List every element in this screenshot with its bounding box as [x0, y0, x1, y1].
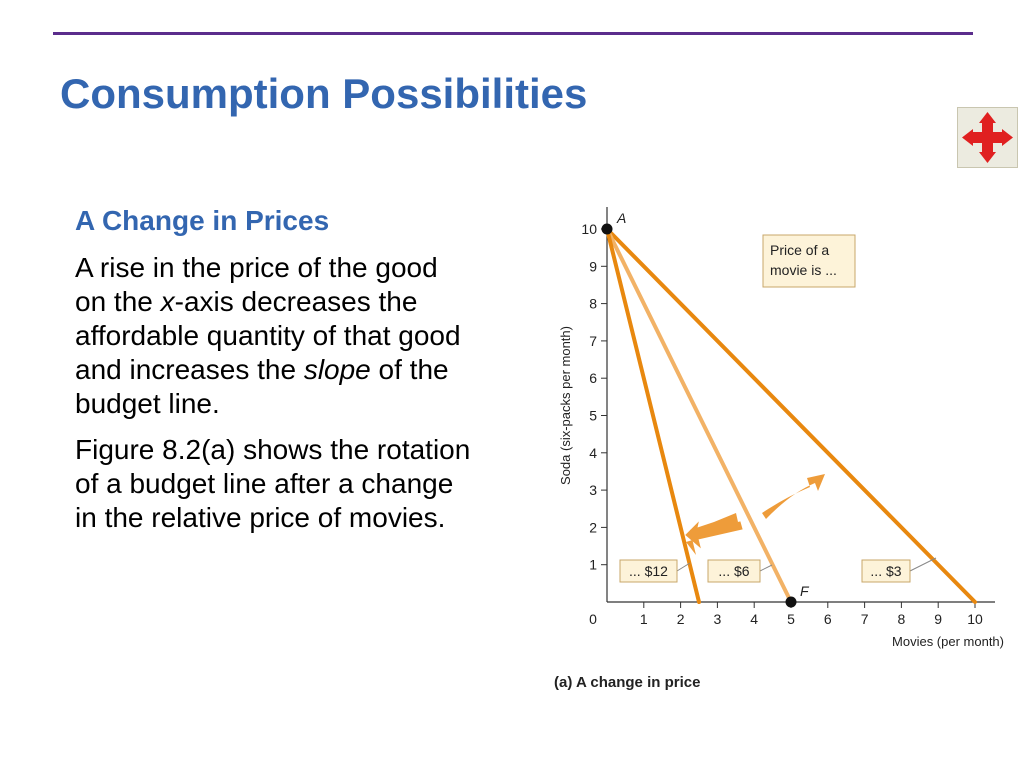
budget-line-chart: 1 2 3 4 5 6 7 8 9 10 1 2 3 4 5 6 7 8 9 10 0 Movies (per month… — [554, 207, 1004, 691]
y-tick-label: 4 — [589, 445, 597, 461]
text-column: A Change in Prices A rise in the price o… — [75, 205, 475, 547]
arrow-outward — [762, 474, 825, 519]
price-label-text: ... $12 — [629, 563, 668, 579]
price-label-leader — [676, 562, 691, 572]
four-way-arrows-icon — [962, 112, 1013, 163]
navigation-button[interactable] — [957, 107, 1018, 168]
point-a-marker — [601, 223, 613, 235]
x-tick-label: 8 — [898, 611, 906, 627]
x-tick-label: 10 — [967, 611, 983, 627]
legend-title-text: Price of a — [770, 242, 829, 258]
p1-text-c: -axis decreases the affordable quantity … — [75, 286, 461, 385]
p1-italic-x: x — [160, 286, 175, 317]
x-tick-label: 2 — [677, 611, 685, 627]
x-tick-label: 4 — [750, 611, 758, 627]
top-rule — [53, 32, 973, 35]
x-tick-label: 6 — [824, 611, 832, 627]
slide-title: Consumption Possibilities — [60, 70, 588, 117]
price-label-leader — [909, 557, 937, 572]
x-tick-label: 9 — [934, 611, 942, 627]
x-tick-label: 1 — [640, 611, 648, 627]
paragraph-1: A rise in the price of the good on the x… — [75, 251, 475, 421]
y-tick-label: 9 — [589, 258, 597, 274]
price-label-box — [861, 559, 911, 583]
x-tick-label: 7 — [861, 611, 869, 627]
p1-text-a: A rise in the price of the good on the — [75, 252, 438, 317]
price-label-text: ... $6 — [718, 563, 749, 579]
paragraph-2: Figure 8.2(a) shows the rotation of a bu… — [75, 434, 471, 533]
budget-line-series-1 — [605, 227, 701, 604]
y-tick-label: 5 — [589, 408, 597, 424]
x-axis-label: Movies (per month) — [892, 634, 1004, 649]
chart-caption: (a) A change in price — [554, 674, 700, 691]
arrow-inward-head — [685, 521, 743, 549]
y-tick-label: 7 — [589, 333, 597, 349]
price-label-box — [707, 559, 761, 583]
x-tick-label: 5 — [787, 611, 795, 627]
y-tick-label: 3 — [589, 482, 597, 498]
y-tick-label: 2 — [589, 519, 597, 535]
point-f-label: F — [800, 583, 810, 599]
legend-title-text: movie is ... — [770, 262, 837, 278]
y-tick-label: 8 — [589, 296, 597, 312]
price-label-leader — [759, 564, 773, 572]
origin-label: 0 — [589, 611, 597, 627]
budget-line-series-2 — [605, 227, 793, 604]
x-tick-label: 3 — [714, 611, 722, 627]
price-label-box — [619, 559, 678, 583]
y-tick-label: 6 — [589, 370, 597, 386]
p1-italic-slope: slope — [303, 354, 371, 385]
price-label-text: ... $3 — [870, 563, 901, 579]
subheading: A Change in Prices — [75, 205, 330, 236]
budget-line-series-3 — [605, 227, 977, 604]
point-a-label: A — [616, 210, 626, 226]
p1-text-e: of the budget line. — [75, 354, 449, 419]
legend-title-box — [762, 234, 856, 288]
y-tick-label: 10 — [581, 221, 597, 237]
y-axis-label: Soda (six-packs per month) — [558, 326, 573, 485]
y-tick-label: 1 — [589, 557, 597, 573]
point-f-marker — [785, 596, 797, 608]
